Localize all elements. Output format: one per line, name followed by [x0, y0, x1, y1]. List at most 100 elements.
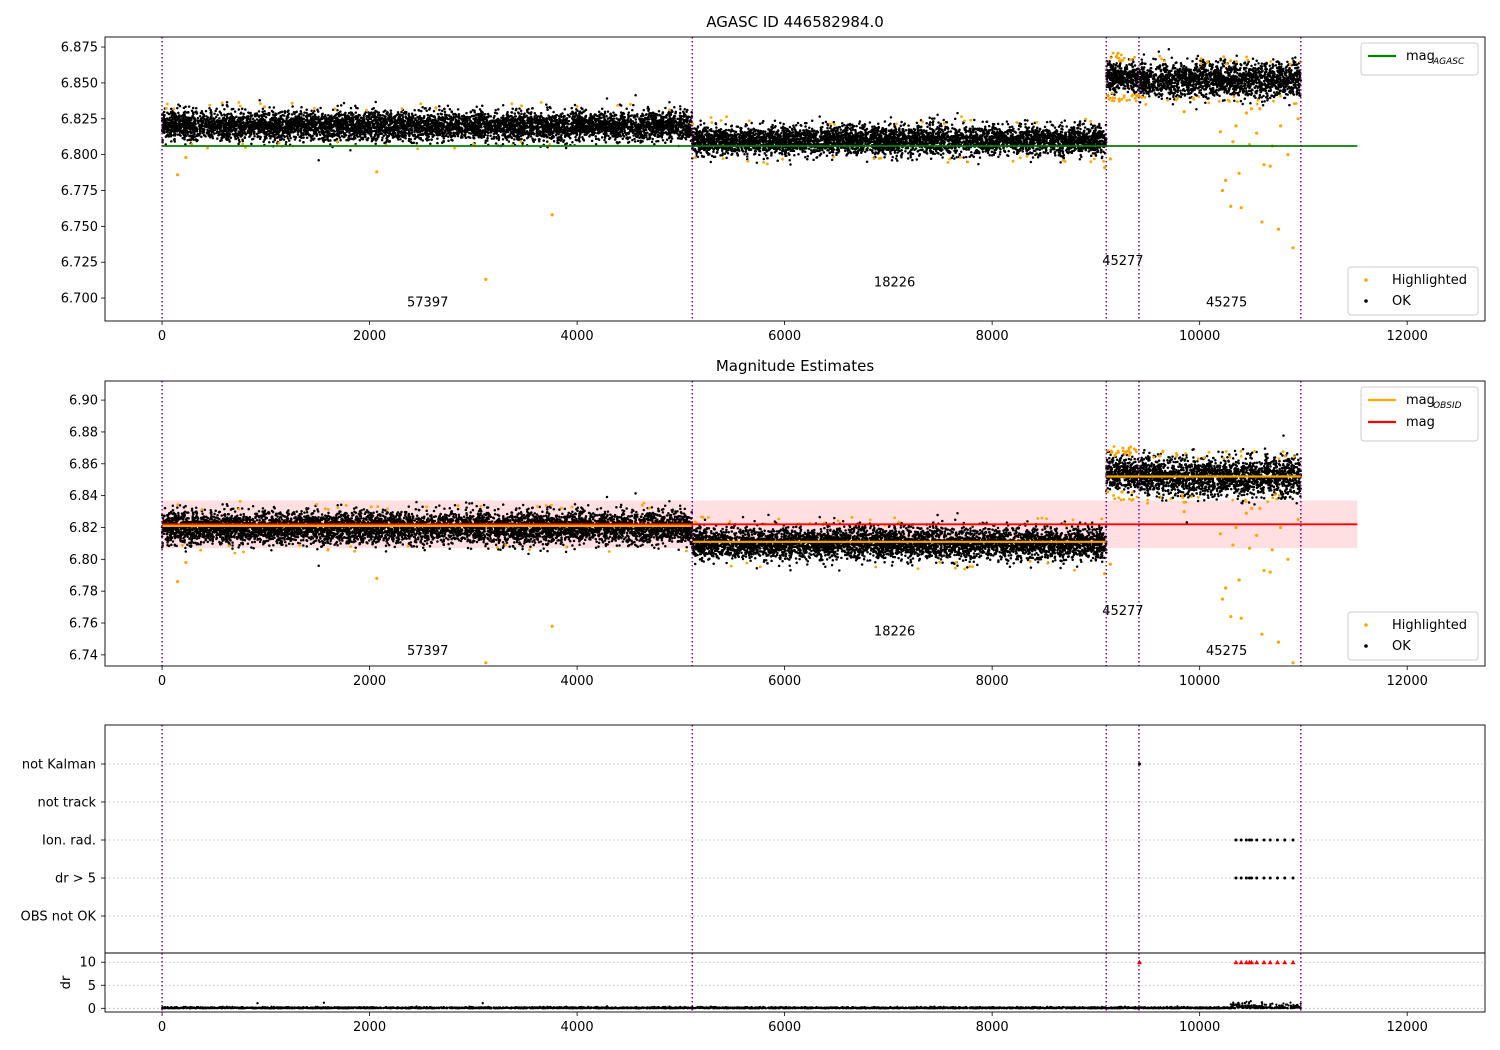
- ok-point: [218, 127, 222, 131]
- ok-point: [603, 122, 606, 126]
- ok-point: [584, 115, 587, 119]
- ok-point: [269, 137, 272, 140]
- ok-point: [448, 107, 452, 111]
- ok-point: [381, 114, 384, 117]
- ok-point: [291, 105, 294, 108]
- ok-point: [213, 132, 216, 136]
- ok-point: [375, 110, 379, 113]
- ok-point: [582, 139, 586, 142]
- ok-point: [277, 112, 280, 115]
- ok-point: [452, 115, 456, 119]
- ok-point: [639, 118, 643, 122]
- ok-point: [336, 104, 339, 108]
- ok-point: [195, 134, 199, 138]
- ok-point: [670, 137, 674, 140]
- ok-point: [302, 114, 305, 117]
- ok-point: [293, 126, 296, 130]
- ok-point: [604, 141, 608, 144]
- ok-point: [613, 113, 617, 117]
- ok-point: [232, 116, 235, 120]
- ok-point: [305, 108, 308, 112]
- ok-point: [623, 129, 626, 133]
- ok-point: [560, 115, 563, 119]
- ok-point: [460, 115, 464, 118]
- ok-point: [171, 116, 174, 119]
- ok-point: [631, 138, 634, 142]
- ok-point: [542, 139, 545, 142]
- ok-point: [305, 111, 308, 115]
- ok-point: [603, 138, 606, 142]
- ok-point: [212, 126, 215, 129]
- ok-point: [665, 138, 669, 141]
- ok-point: [413, 109, 416, 112]
- ok-point: [182, 106, 186, 110]
- ok-point: [552, 131, 555, 134]
- ok-point: [511, 107, 514, 110]
- ok-point: [660, 125, 664, 129]
- ok-point: [545, 140, 549, 143]
- ok-point: [684, 136, 687, 140]
- ok-point: [526, 136, 529, 140]
- ok-point: [571, 140, 574, 144]
- ok-point: [679, 126, 683, 129]
- ok-point: [323, 135, 326, 139]
- ok-point: [167, 112, 171, 116]
- ok-point: [281, 131, 285, 134]
- ok-point: [664, 141, 667, 145]
- ok-point: [413, 137, 417, 140]
- ok-point: [356, 120, 360, 123]
- ok-point: [494, 108, 497, 112]
- ok-point: [640, 130, 643, 133]
- ok-point: [546, 106, 549, 109]
- ok-point: [374, 100, 377, 104]
- ok-point: [588, 135, 591, 138]
- ok-point: [673, 115, 677, 118]
- ok-point: [223, 108, 226, 111]
- ok-point: [313, 130, 317, 133]
- ok-point: [387, 118, 390, 121]
- ok-point: [429, 142, 432, 146]
- ok-point: [371, 122, 375, 126]
- ok-point: [651, 137, 654, 141]
- ok-point: [380, 138, 384, 142]
- ok-point: [574, 128, 578, 131]
- ok-point: [463, 134, 467, 138]
- ok-point: [191, 106, 195, 110]
- ok-point: [529, 111, 533, 115]
- ok-point: [486, 136, 489, 140]
- agasc-magnitude-panel: AGASC ID 446582984.0 5739718226452774527…: [61, 13, 1486, 344]
- ok-point: [512, 121, 515, 124]
- ok-point: [184, 134, 187, 137]
- ok-point: [546, 108, 549, 112]
- ok-point: [173, 134, 177, 137]
- ok-point: [545, 103, 548, 106]
- ok-point: [313, 113, 317, 116]
- ok-point: [339, 139, 342, 142]
- ok-point: [456, 108, 460, 111]
- ok-point: [505, 123, 509, 127]
- ok-point: [469, 111, 472, 114]
- ok-point: [349, 106, 353, 110]
- ok-point: [437, 115, 441, 119]
- ok-point: [200, 109, 204, 113]
- ok-point: [298, 139, 302, 142]
- ok-point: [230, 114, 234, 117]
- ok-point: [392, 130, 396, 134]
- ok-point: [615, 140, 619, 144]
- ok-point: [181, 117, 184, 120]
- ok-point: [363, 134, 367, 137]
- ok-point: [299, 109, 303, 113]
- ok-point: [495, 118, 499, 122]
- ok-point: [425, 139, 429, 142]
- ok-point: [626, 141, 630, 144]
- ok-point: [257, 129, 260, 133]
- ok-point: [184, 127, 187, 131]
- ok-point: [613, 138, 617, 141]
- ok-point: [344, 115, 348, 119]
- ok-point: [303, 111, 306, 114]
- ok-point: [575, 138, 579, 142]
- ok-point: [230, 129, 234, 133]
- ok-point: [436, 141, 439, 145]
- ok-point: [669, 140, 673, 143]
